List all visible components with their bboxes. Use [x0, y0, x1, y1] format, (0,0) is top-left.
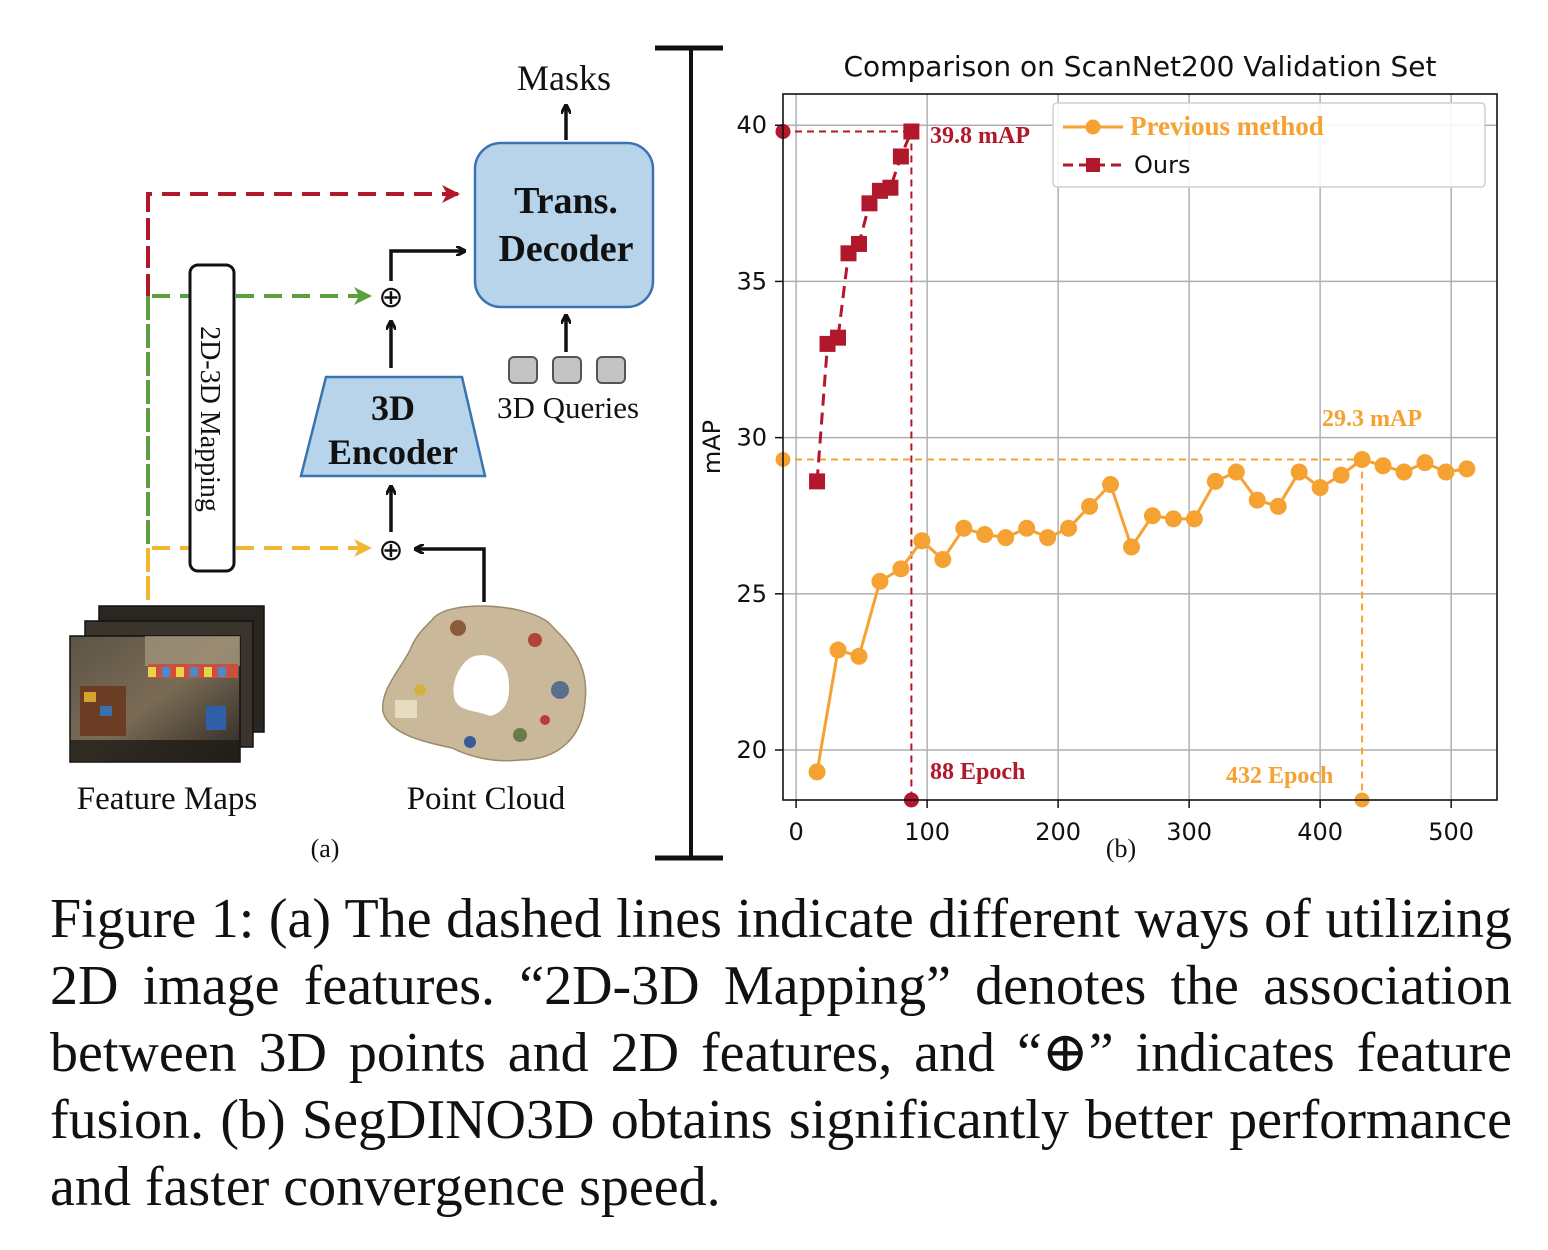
data-point-previous — [829, 641, 847, 659]
prev-epoch-annotation: 432 Epoch — [1226, 763, 1333, 789]
chart-series — [808, 123, 1476, 781]
chart-legend: Previous method Ours — [1052, 102, 1486, 188]
data-point-previous — [1227, 463, 1245, 481]
figure-1: Masks Trans. Decoder 3D Queries ⊕ 3D Enc… — [69, 45, 1498, 863]
data-point-previous — [934, 550, 952, 568]
chart-title: Comparison on ScanNet200 Validation Set — [843, 50, 1436, 83]
data-point-previous — [955, 519, 973, 537]
data-point-previous — [1018, 519, 1036, 537]
data-point-previous — [1081, 497, 1099, 515]
data-point-previous — [1206, 472, 1224, 490]
data-point-previous — [1039, 529, 1057, 547]
data-point-previous — [1437, 463, 1455, 481]
legend-label-previous: Previous method — [1130, 111, 1324, 141]
panel-b-chart: Comparison on ScanNet200 Validation Set … — [698, 50, 1498, 863]
data-point-previous — [1416, 454, 1434, 472]
ours-best-annotation: 39.8 mAP — [930, 123, 1030, 149]
data-point-previous — [1185, 510, 1203, 528]
query-token-2 — [552, 356, 582, 384]
panel-a-diagram: Masks Trans. Decoder 3D Queries ⊕ 3D Enc… — [69, 58, 655, 863]
data-point-previous — [1164, 510, 1182, 528]
data-point-previous — [913, 532, 931, 550]
y-tick-label: 25 — [736, 580, 767, 608]
data-point-previous — [892, 560, 910, 578]
data-point-previous — [1102, 475, 1120, 493]
y-axis-label: mAP — [698, 420, 726, 474]
data-point-previous — [1458, 460, 1476, 478]
transformer-decoder-box — [473, 141, 655, 309]
data-point-previous — [1269, 497, 1287, 515]
decoder-label-line1: Trans. — [514, 180, 618, 222]
point-cloud-label: Point Cloud — [407, 781, 566, 817]
data-point-previous — [1374, 457, 1392, 475]
x-tick-label: 200 — [1035, 818, 1081, 846]
chart-ticks: 0 100 200 300 400 500 20 25 30 35 40 — [736, 111, 1474, 846]
masks-label: Masks — [517, 58, 611, 98]
figure-caption: Figure 1: (a) The dashed lines indicate … — [50, 888, 1512, 1218]
query-token-3 — [596, 356, 626, 384]
data-point-previous — [850, 647, 868, 665]
data-point-previous — [1290, 463, 1308, 481]
3d-encoder-box — [299, 375, 487, 478]
mapping-box — [188, 263, 236, 573]
legend-marker-previous — [1085, 119, 1101, 135]
panel-b-label: (b) — [1106, 834, 1136, 863]
y-tick-label: 20 — [736, 736, 767, 764]
encoder-label-line1: 3D — [371, 388, 415, 428]
y-tick-label: 30 — [736, 424, 767, 452]
feature-maps-image — [69, 605, 265, 763]
x-tick-label: 400 — [1297, 818, 1343, 846]
fusion-to-decoder-arrow — [389, 251, 464, 281]
x-tick-label: 300 — [1166, 818, 1212, 846]
panel-a-label: (a) — [311, 834, 340, 863]
legend-marker-ours — [1086, 158, 1100, 172]
data-point-previous — [1143, 507, 1161, 525]
y-tick-label: 40 — [736, 111, 767, 139]
data-point-previous — [997, 529, 1015, 547]
feature-maps-label: Feature Maps — [77, 781, 258, 817]
data-point-ours — [861, 195, 878, 212]
data-point-ours — [850, 235, 867, 252]
encoder-label-line2: Encoder — [328, 432, 458, 472]
data-point-ours — [903, 123, 920, 140]
x-tick-label: 500 — [1428, 818, 1474, 846]
x-tick-label: 100 — [904, 818, 950, 846]
data-point-previous — [1353, 450, 1371, 468]
data-point-previous — [1248, 491, 1266, 509]
data-point-previous — [871, 572, 889, 590]
series-line-0 — [815, 457, 1468, 773]
point-cloud-image — [382, 605, 587, 762]
data-point-ours — [892, 148, 909, 165]
data-point-previous — [1060, 519, 1078, 537]
chart-grid — [783, 94, 1497, 800]
pointcloud-to-fusion-arrow — [416, 549, 486, 602]
data-point-ours — [882, 179, 899, 196]
data-point-previous — [976, 525, 994, 543]
y-tick-label: 35 — [736, 267, 767, 295]
data-point-previous — [1311, 479, 1329, 497]
data-point-previous — [1122, 538, 1140, 556]
data-point-ours — [809, 473, 826, 490]
upper-fusion-symbol: ⊕ — [378, 280, 403, 315]
panel-divider — [655, 45, 723, 861]
x-tick-label: 0 — [788, 818, 803, 846]
ours-epoch-annotation: 88 Epoch — [930, 759, 1025, 785]
legend-label-ours: Ours — [1134, 151, 1190, 179]
data-point-previous — [808, 763, 826, 781]
data-point-previous — [1395, 463, 1413, 481]
yellow-dashed-path — [146, 539, 372, 600]
prev-best-annotation: 29.3 mAP — [1322, 406, 1422, 432]
mapping-label: 2D-3D Mapping — [194, 326, 225, 512]
query-token-1 — [508, 356, 538, 384]
queries-label: 3D Queries — [497, 390, 639, 425]
plot-frame — [782, 93, 1498, 801]
data-point-previous — [1332, 466, 1350, 484]
decoder-label-line2: Decoder — [498, 228, 633, 270]
lower-fusion-symbol: ⊕ — [378, 533, 403, 568]
data-point-ours — [830, 329, 847, 346]
